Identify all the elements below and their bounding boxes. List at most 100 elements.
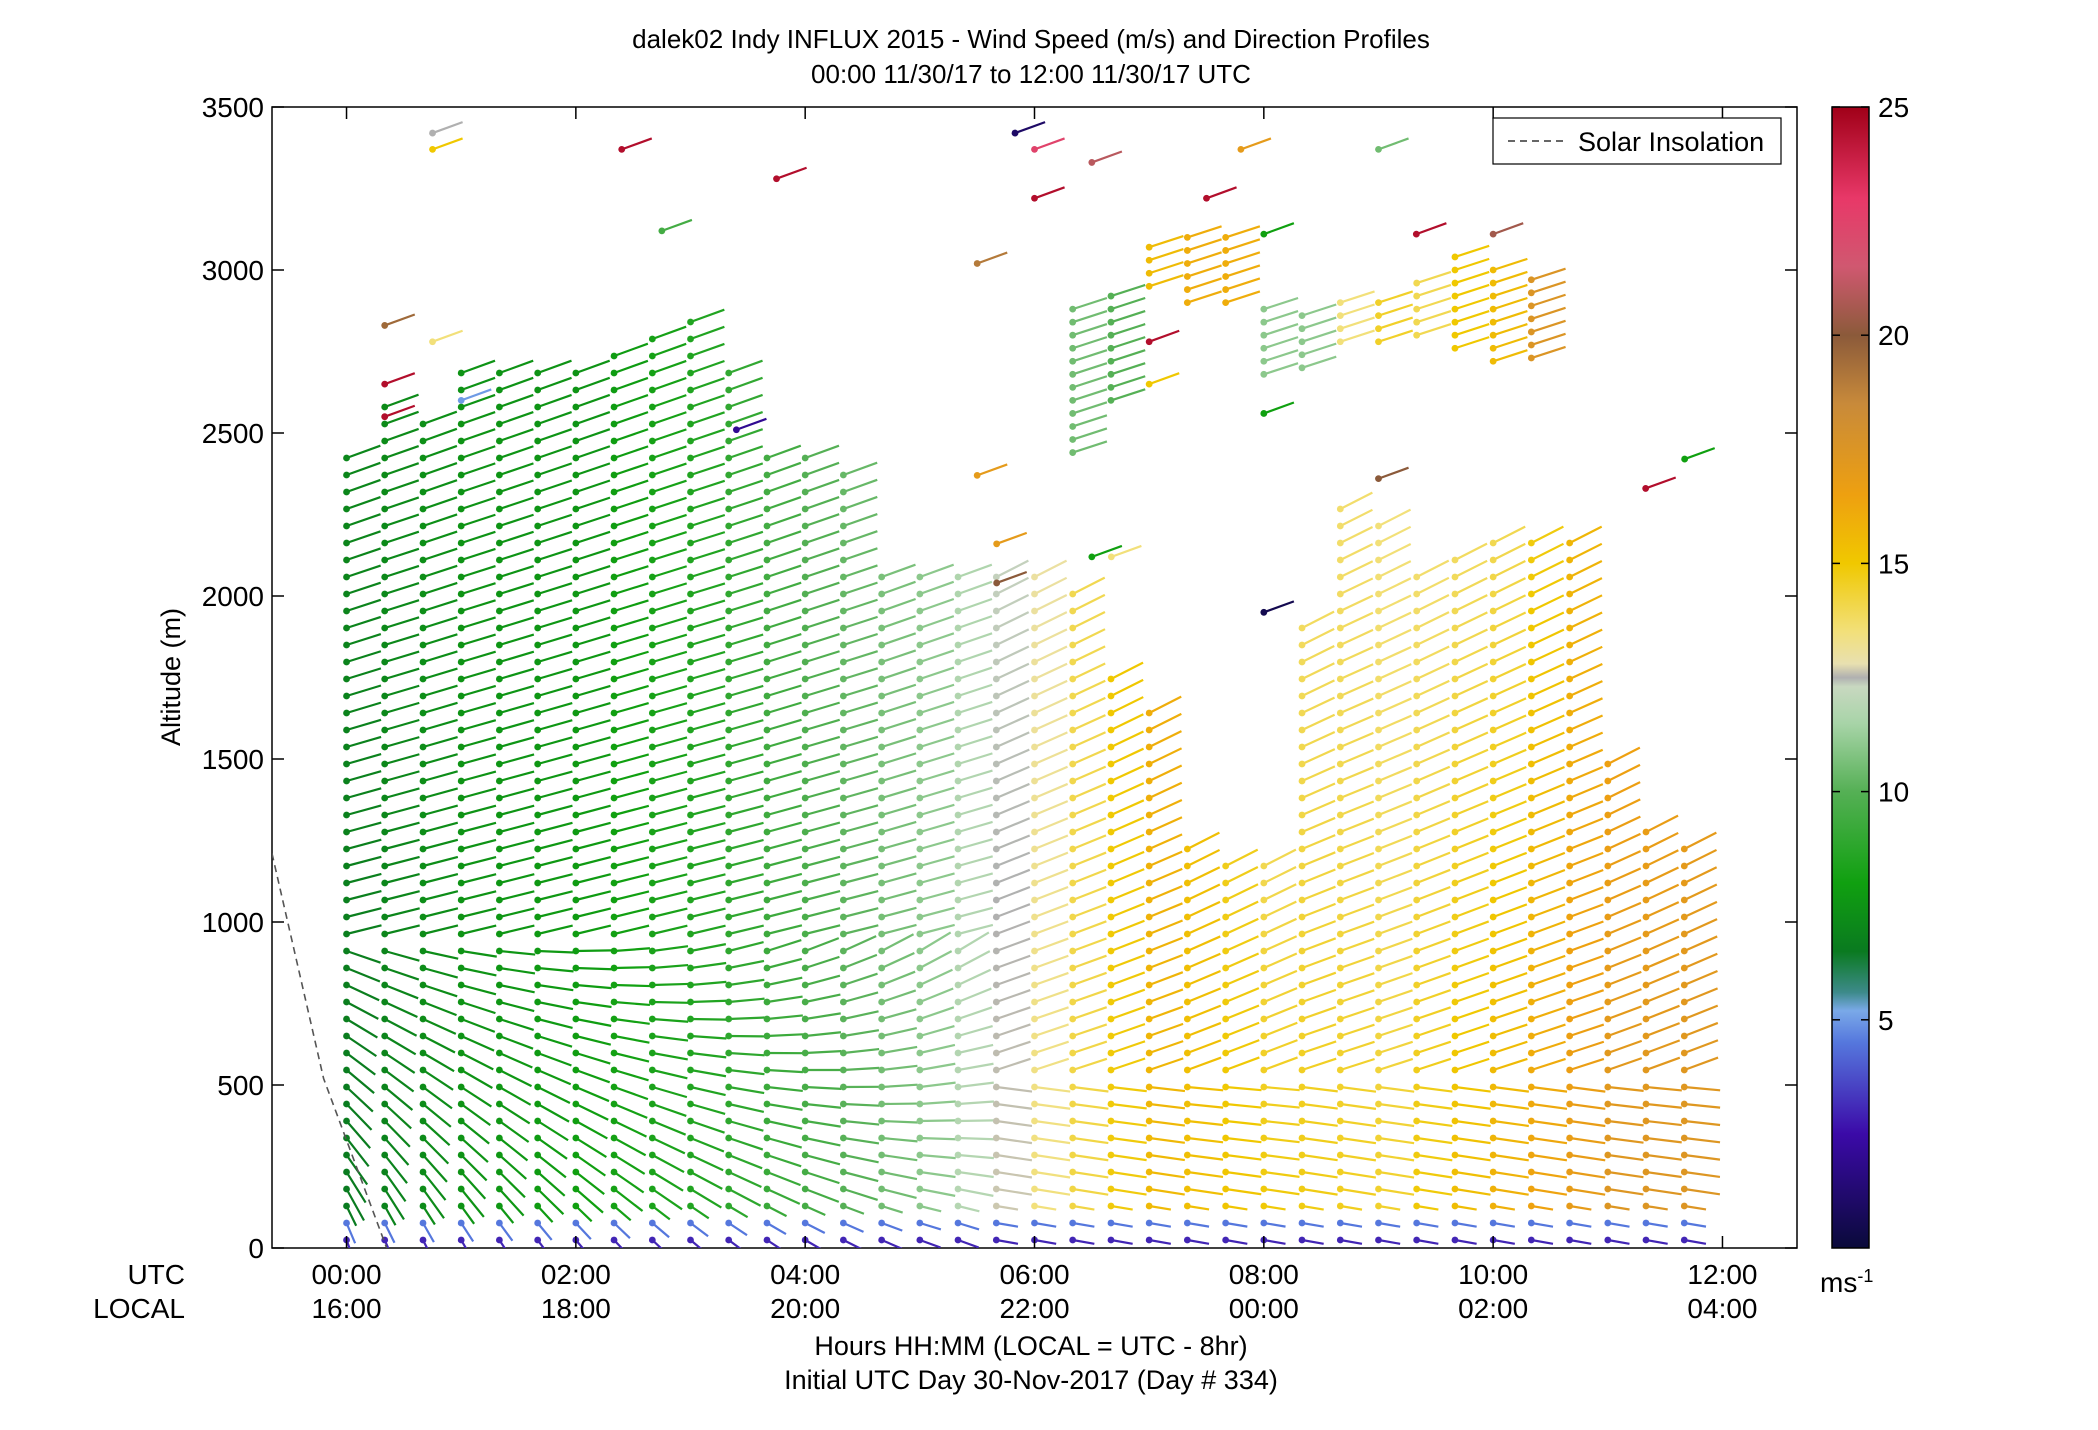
wind-barb-point [1146,1203,1153,1210]
wind-barb-point [1337,727,1344,734]
wind-barb-point [916,625,923,632]
wind-barb-point [1031,574,1038,581]
x-tick-label-local: 18:00 [541,1293,611,1324]
wind-barb-point [420,914,427,921]
wind-barb-point [1490,1169,1497,1176]
wind-barb-point [1413,1169,1420,1176]
wind-barb-point [802,489,809,496]
wind-barb-point [649,608,656,615]
wind-barb-point [496,812,503,819]
wind-barb-point [993,744,1000,751]
wind-barb-point [802,863,809,870]
wind-barb-point [496,642,503,649]
wind-barb-point [458,1203,465,1210]
wind-barb-point [993,642,1000,649]
wind-barb-point [1490,659,1497,666]
wind-barb-point [840,625,847,632]
wind-barb-point [534,574,541,581]
wind-barb-point [687,999,694,1006]
wind-barb-point [1299,914,1306,921]
wind-barb-point [1490,1067,1497,1074]
wind-barb-point [343,999,350,1006]
wind-barb-point [916,608,923,615]
wind-barb-point [1069,319,1076,326]
wind-barb-point [1413,693,1420,700]
wind-barb-point [725,506,732,513]
wind-barb-point [649,914,656,921]
wind-barb-point [1566,1033,1573,1040]
wind-barb-point [1490,795,1497,802]
x-tick-label-utc: 02:00 [541,1259,611,1290]
wind-barb-point [725,370,732,377]
wind-barb-point [458,540,465,547]
wind-barb-point [1528,1016,1535,1023]
wind-barb-point [916,982,923,989]
wind-barb-point [1031,812,1038,819]
wind-barb-point [1184,897,1191,904]
wind-barb-point [687,608,694,615]
wind-barb-point [687,1118,694,1125]
wind-barb-point [343,965,350,972]
wind-barb-point [611,1152,618,1159]
wind-barb-point [1337,846,1344,853]
wind-barb-point [1222,1135,1229,1142]
wind-barb-point [420,1118,427,1125]
wind-barb-point [343,540,350,547]
wind-barb-point [1260,1220,1267,1227]
wind-barb-point [1222,931,1229,938]
wind-barb-point [1108,332,1115,339]
wind-barb-point [649,1237,656,1244]
wind-barb-point [1299,795,1306,802]
wind-barb-point [458,676,465,683]
wind-barb-point [1681,1169,1688,1176]
wind-barb-point [1069,846,1076,853]
wind-barb-point [1146,1084,1153,1091]
wind-barb-point [649,863,656,870]
wind-barb-point [1069,693,1076,700]
colorbar-tick-label: 5 [1878,1005,1894,1036]
wind-barb-point [1146,829,1153,836]
wind-barb-point [1299,1135,1306,1142]
wind-barb-point [878,778,885,785]
wind-barb-point [916,999,923,1006]
wind-barb-point [1184,1203,1191,1210]
wind-barb-point [1299,948,1306,955]
wind-barb-point [1528,914,1535,921]
wind-barb-point [1490,1016,1497,1023]
wind-barb-point [687,523,694,530]
wind-barb-point [1260,863,1267,870]
wind-barb-point [955,659,962,666]
wind-barb-point [993,999,1000,1006]
wind-barb-point [1566,557,1573,564]
wind-barb-point [878,1101,885,1108]
wind-barb-point [1299,999,1306,1006]
wind-barb-point [840,642,847,649]
wind-barb-point [534,778,541,785]
wind-barb-point [725,676,732,683]
wind-barb-point [687,642,694,649]
wind-barb-point [955,1152,962,1159]
wind-barb-point [572,1186,579,1193]
wind-barb-point [955,897,962,904]
wind-barb-point [725,455,732,462]
wind-barb-point [1681,1050,1688,1057]
wind-barb-point [725,744,732,751]
wind-barb-point [993,812,1000,819]
wind-barb-point [1452,1237,1459,1244]
wind-barb-point [343,1016,350,1023]
wind-barb-point [1337,863,1344,870]
wind-barb-point [764,676,771,683]
wind-barb-point [1299,1220,1306,1227]
wind-barb-point [649,1152,656,1159]
wind-barb-point [1299,1033,1306,1040]
wind-barb-point [802,897,809,904]
x-tick-label-local: 20:00 [770,1293,840,1324]
wind-barb-point [458,778,465,785]
wind-barb-point [496,982,503,989]
wind-barb-point [534,625,541,632]
wind-barb-point [1643,1152,1650,1159]
wind-barb-point [1452,267,1459,274]
wind-barb-point [1375,659,1382,666]
wind-barb-point [1260,1118,1267,1125]
wind-barb-point [458,591,465,598]
